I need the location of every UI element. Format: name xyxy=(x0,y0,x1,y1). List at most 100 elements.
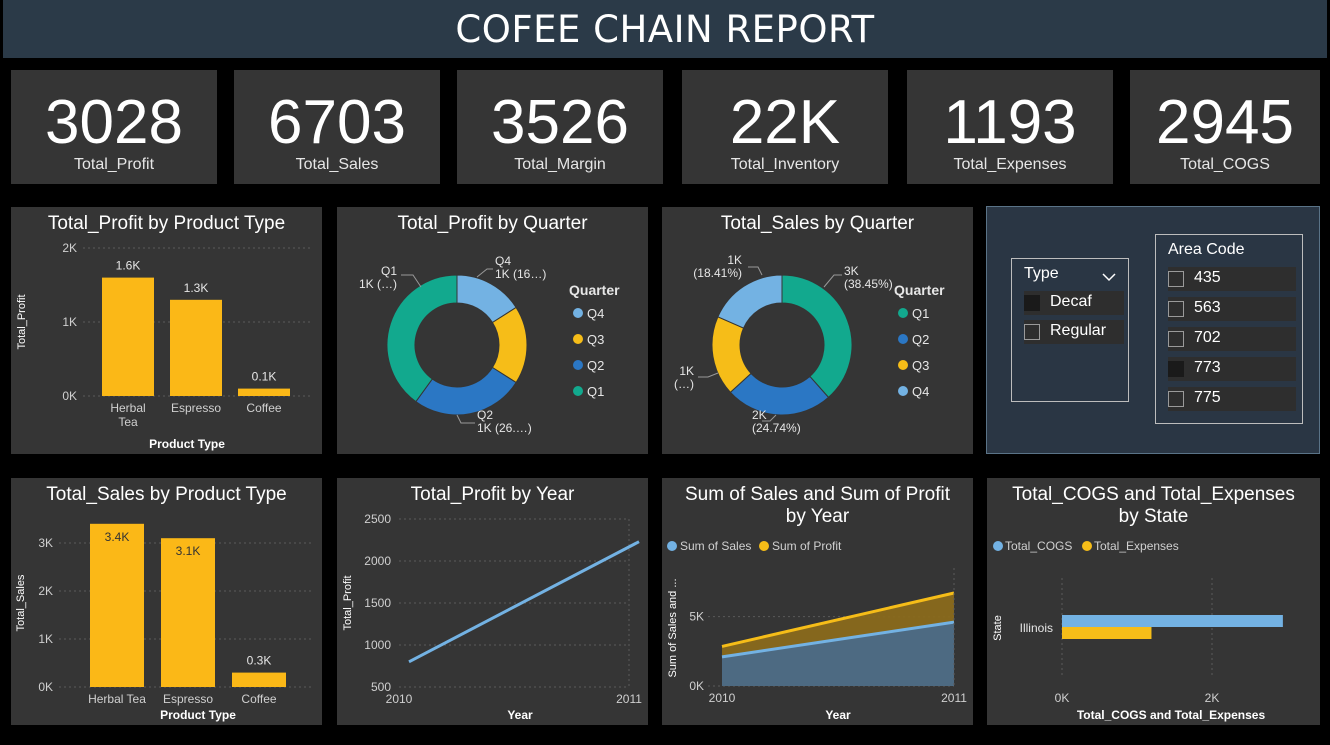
x-axis-title: Total_COGS and Total_Expenses xyxy=(1077,708,1266,722)
legend-label: Q3 xyxy=(912,358,929,373)
type-option-regular[interactable]: Regular xyxy=(1024,320,1124,344)
chart-sales-profit-by-year[interactable]: Sum of Sales and Sum of Profit by Year S… xyxy=(662,478,973,725)
bar xyxy=(90,523,144,687)
data-label: (38.45%) xyxy=(844,277,893,291)
legend-label: Q1 xyxy=(587,384,604,399)
chart-profit-by-product-type[interactable]: Total_Profit by Product Type 0K 1K 2K 1.6K H… xyxy=(11,207,322,454)
type-slicer[interactable]: Type Decaf Regular xyxy=(1011,258,1129,402)
x-tick-label: 2010 xyxy=(709,691,736,705)
area-code-slicer[interactable]: Area Code 435 563 702 773 775 xyxy=(1155,234,1303,424)
kpi-value: 22K xyxy=(729,88,841,157)
legend-label: Q2 xyxy=(587,358,604,373)
y-tick-label: 3K xyxy=(38,536,53,550)
checkbox[interactable] xyxy=(1168,361,1184,377)
checkbox[interactable] xyxy=(1168,301,1184,317)
x-tick-label: Coffee xyxy=(246,401,281,415)
x-tick-label: 2011 xyxy=(941,691,967,705)
kpi-card-total-margin[interactable]: 3526 Total_Margin xyxy=(457,70,663,184)
bar-total-expenses xyxy=(1062,627,1152,639)
profit-line xyxy=(721,591,955,648)
chart-cogs-expenses-by-state[interactable]: Total_COGS and Total_Expenses by State T… xyxy=(987,478,1320,725)
legend-marker xyxy=(573,308,583,318)
bar xyxy=(102,277,154,396)
chart-sales-by-quarter[interactable]: Total_Sales by Quarter 3K (38.45%) 2K (24.7… xyxy=(662,207,973,454)
legend-label: Total_COGS xyxy=(1005,539,1072,553)
bar xyxy=(161,538,215,687)
chevron-down-icon[interactable] xyxy=(1102,272,1116,282)
legend-marker xyxy=(898,386,908,396)
x-axis-title: Year xyxy=(507,708,533,722)
x-tick-label: Herbal xyxy=(110,401,145,415)
kpi-card-total-sales[interactable]: 6703 Total_Sales xyxy=(234,70,440,184)
data-label: 3K xyxy=(844,264,859,278)
chart-title: Total_Sales by Product Type xyxy=(46,484,287,505)
bar xyxy=(170,299,222,396)
chart-title: Total_COGS and Total_Expenses by State xyxy=(1012,484,1295,527)
kpi-card-total-inventory[interactable]: 22K Total_Inventory xyxy=(682,70,888,184)
leader-line xyxy=(456,414,475,424)
legend-title: Quarter xyxy=(569,282,620,298)
y-tick-label: 0K xyxy=(38,680,53,694)
y-tick-label: 500 xyxy=(371,680,391,694)
option-label: Regular xyxy=(1050,322,1107,339)
checkbox[interactable] xyxy=(1024,295,1040,311)
y-axis-title: Total_Profit xyxy=(16,294,28,349)
legend-marker xyxy=(573,386,583,396)
area-option-563[interactable]: 563 xyxy=(1168,297,1296,321)
kpi-label: Total_Sales xyxy=(295,156,379,173)
area-option-775[interactable]: 775 xyxy=(1168,387,1296,411)
option-label: Decaf xyxy=(1050,293,1092,310)
kpi-card-total-cogs[interactable]: 2945 Total_COGS xyxy=(1130,70,1320,184)
profit-by-year-plot: 500 1000 1500 2000 2500 2010 2011 Year Total_Pro… xyxy=(342,512,642,722)
y-tick-label: 2000 xyxy=(364,554,391,568)
kpi-value: 2945 xyxy=(1156,88,1294,157)
kpi-value: 3028 xyxy=(45,88,183,157)
chart-title: Total_Profit by Product Type xyxy=(47,213,286,234)
option-label: 775 xyxy=(1194,389,1221,406)
chart-sales-by-product-type[interactable]: Total_Sales by Product Type 0K 1K 2K 3K 3.4K… xyxy=(11,478,322,725)
sales-by-quarter-donut: 3K(38.45%)2K(24.74%)1K(…)1K(18.41%)Quart… xyxy=(674,253,945,435)
legend-marker xyxy=(993,541,1003,551)
legend-marker xyxy=(898,360,908,370)
data-label: 1K xyxy=(727,253,742,267)
report-header: COFEE CHAIN REPORT xyxy=(3,0,1327,58)
type-option-decaf[interactable]: Decaf xyxy=(1024,291,1124,315)
leader-line xyxy=(748,266,763,276)
y-tick-label: 5K xyxy=(689,610,704,624)
kpi-card-total-expenses[interactable]: 1193 Total_Expenses xyxy=(907,70,1113,184)
legend-marker xyxy=(759,541,769,551)
donut-slice xyxy=(717,274,783,329)
kpi-label: Total_Margin xyxy=(514,156,606,173)
legend-label: Sum of Profit xyxy=(772,539,842,553)
checkbox[interactable] xyxy=(1168,331,1184,347)
sales-profit-by-year-plot: Sum of Sales Sum of Profit 0K 5K 2010 2011 Yea… xyxy=(667,539,967,722)
data-label: 1K (26.…) xyxy=(477,421,532,435)
donut-slice xyxy=(781,274,853,399)
leader-line xyxy=(401,274,422,288)
y-tick-label: 1K xyxy=(38,632,53,646)
filter-panel: Type Decaf Regular Area Code 435 563 702 xyxy=(986,206,1320,454)
area-option-435[interactable]: 435 xyxy=(1168,267,1296,291)
y-tick-label: 1K xyxy=(62,315,77,329)
checkbox[interactable] xyxy=(1168,271,1184,287)
kpi-label: Total_COGS xyxy=(1180,156,1270,173)
checkbox[interactable] xyxy=(1024,324,1040,340)
chart-profit-by-year[interactable]: Total_Profit by Year 500 1000 1500 2000 2500… xyxy=(337,478,648,725)
x-tick-label: Espresso xyxy=(171,401,221,415)
y-axis-title: Sum of Sales and ... xyxy=(667,578,679,677)
data-label: 1K xyxy=(679,364,694,378)
legend-marker xyxy=(667,541,677,551)
chart-profit-by-quarter[interactable]: Total_Profit by Quarter Q4 1K (16…) Q2 1K (… xyxy=(337,207,648,454)
area-option-702[interactable]: 702 xyxy=(1168,327,1296,351)
y-axis-title: Total_Profit xyxy=(342,575,354,630)
kpi-label: Total_Expenses xyxy=(953,156,1067,173)
y-tick-label: 0K xyxy=(689,679,704,693)
kpi-card-total-profit[interactable]: 3028 Total_Profit xyxy=(11,70,217,184)
donut-slice xyxy=(386,274,458,403)
option-label: 435 xyxy=(1194,269,1221,286)
sales-by-product-type-plot: 0K 1K 2K 3K 3.4K Herbal Tea 3.1K Espresso 0.3K Co… xyxy=(15,523,311,722)
checkbox[interactable] xyxy=(1168,391,1184,407)
area-option-773[interactable]: 773 xyxy=(1168,357,1296,381)
